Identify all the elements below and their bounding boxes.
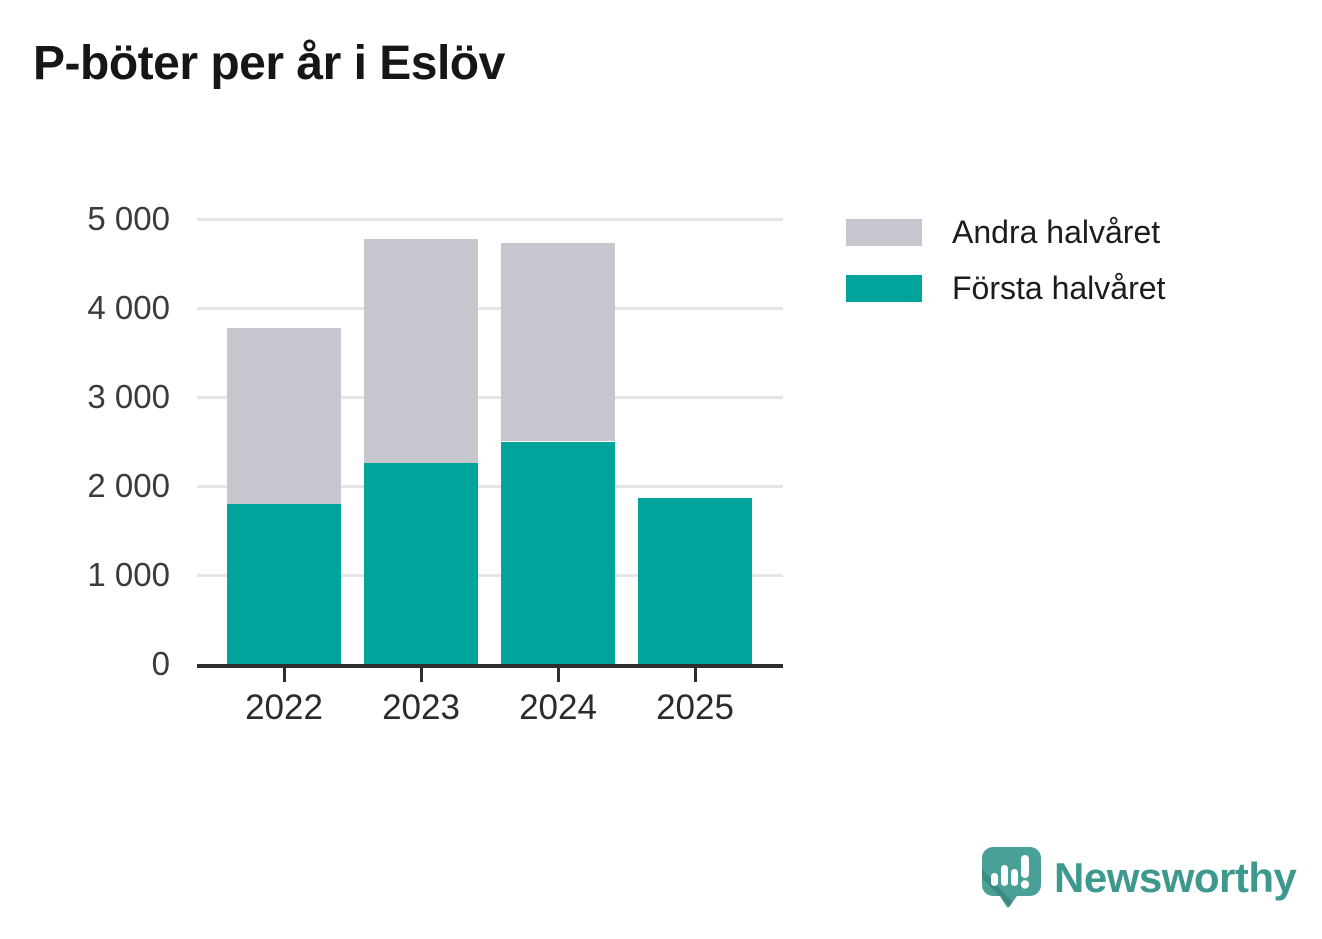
bar-segment-2022 [227,503,341,664]
chart-title: P-böter per år i Eslöv [33,37,505,90]
y-axis-label: 1 000 [87,556,170,593]
gridline-5000 [197,217,783,221]
legend-swatch-andra-halvaret [846,219,922,246]
legend: Andra halvåret Första halvåret [846,214,1165,331]
legend-swatch-forsta-halvaret [846,275,922,302]
gridline-3000 [197,395,783,399]
bar-segment-2022 [227,327,341,504]
x-axis-tick [693,668,697,682]
bar-segment-2023 [364,462,478,664]
x-axis-label: 2025 [656,688,734,727]
x-axis-line [197,664,783,668]
x-axis-label: 2023 [382,688,460,727]
y-axis-label: 5 000 [87,200,170,237]
gridline-2000 [197,484,783,488]
bar-segment-2025 [638,497,752,664]
newsworthy-logo-icon [982,847,1041,908]
brand-name: Newsworthy [1054,853,1297,901]
gridline-4000 [197,306,783,310]
legend-label-forsta-halvaret: Första halvåret [952,270,1166,306]
y-axis-label: 2 000 [87,467,170,504]
legend-label-andra-halvaret: Andra halvåret [952,214,1161,250]
y-axis-label: 4 000 [87,289,170,326]
x-axis-label: 2022 [245,688,323,727]
x-axis-tick [282,668,286,682]
brand-footer: Newsworthy [981,846,1297,909]
bar-segment-2023 [364,239,478,463]
legend-item-andra-halvaret: Andra halvåret [846,214,1165,250]
x-axis-tick [419,668,423,682]
bar-segment-2024 [501,243,615,442]
y-axis-label: 3 000 [87,378,170,415]
legend-item-forsta-halvaret: Första halvåret [846,270,1165,306]
x-axis-label: 2024 [519,688,597,727]
y-axis-label: 0 [151,645,170,682]
bar-segment-2024 [501,441,615,664]
gridline-1000 [197,573,783,577]
x-axis-tick [556,668,560,682]
